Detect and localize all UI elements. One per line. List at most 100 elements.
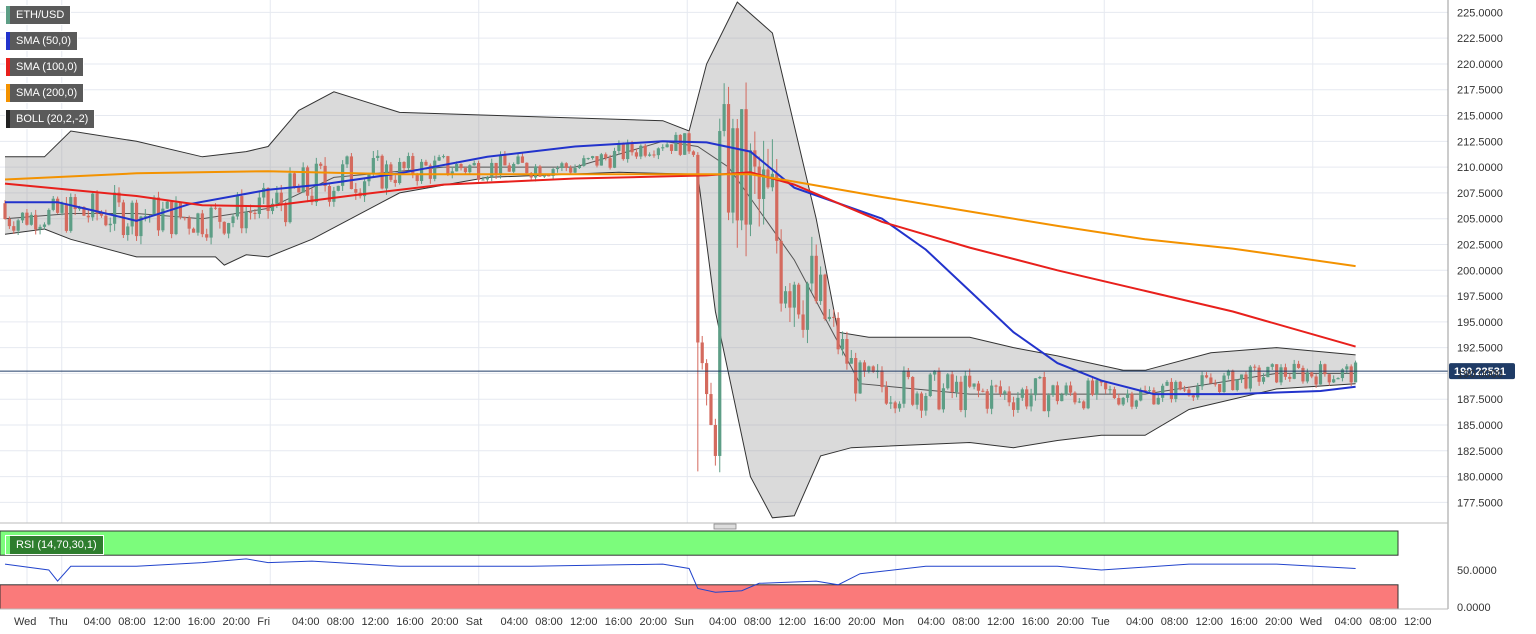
candle-body [468, 165, 472, 173]
candle-body [827, 316, 831, 320]
x-tick-label: 12:00 [987, 616, 1015, 628]
candle-body [884, 387, 888, 404]
candle-body [709, 394, 713, 426]
candle-body [1200, 375, 1204, 387]
candle-body [218, 207, 222, 222]
candle-body [490, 162, 494, 178]
x-tick-label: 20:00 [223, 616, 251, 628]
candle-body [1345, 366, 1349, 370]
candle-body [1182, 389, 1187, 391]
candle-body [389, 164, 393, 180]
y-tick-label: 205.0000 [1457, 214, 1503, 226]
candle-body [1134, 400, 1138, 407]
x-tick-label: 12:00 [1404, 616, 1432, 628]
candle-body [187, 217, 191, 229]
candle-body [740, 109, 744, 221]
candle-body [1340, 369, 1345, 379]
sma-line-100 [4, 171, 1356, 348]
candle-body [1174, 381, 1178, 399]
candle-body [1239, 374, 1244, 380]
y-tick-label: 177.5000 [1457, 497, 1503, 509]
candle-body [538, 166, 542, 177]
candle-body [1077, 401, 1081, 403]
candle-body [871, 366, 875, 372]
candle-body [393, 179, 397, 184]
last-price-line: 190.22531 [0, 363, 1515, 380]
x-tick-label: 04:00 [292, 616, 320, 628]
candle-body [766, 169, 770, 188]
legend-rsi[interactable]: RSI (14,70,30,1) [5, 535, 104, 555]
axes: 225.0000 222.5000 220.0000 217.5000 215.0000… [0, 0, 1503, 609]
x-tick-label: 20:00 [431, 616, 459, 628]
candle-body [1033, 378, 1038, 396]
candle-body [314, 163, 318, 203]
x-tick-label: 16:00 [396, 616, 424, 628]
candle-body [1047, 395, 1051, 412]
candle-body [564, 163, 568, 168]
y-tick-label: 197.5000 [1457, 291, 1503, 303]
candle-body [362, 181, 367, 197]
candle-body [279, 192, 283, 205]
y-tick-label: 192.5000 [1457, 343, 1503, 355]
y-tick-label: 182.5000 [1457, 446, 1503, 458]
x-tick-label: 04:00 [501, 616, 529, 628]
candle-body [341, 164, 345, 186]
candle-body [862, 362, 867, 372]
candle-body [902, 370, 906, 404]
rsi-y-tick-label: 0.0000 [1457, 602, 1491, 614]
candle-body [463, 168, 468, 173]
candle-body [213, 207, 218, 209]
candle-body [209, 207, 213, 238]
candle-body [25, 212, 29, 225]
candle-body [726, 104, 731, 213]
resize-grip [713, 523, 737, 530]
candle-body [406, 156, 411, 169]
candle-body [20, 212, 25, 221]
candle-body [1020, 389, 1024, 398]
candle-body [985, 391, 989, 409]
y-tick-label: 220.0000 [1457, 59, 1503, 71]
candle-body [371, 157, 375, 175]
x-tick-label: 16:00 [1022, 616, 1050, 628]
candle-body [1231, 370, 1235, 391]
legend-sma50-label: SMA (50,0) [16, 35, 72, 47]
candle-body [402, 161, 406, 169]
candle-body [485, 177, 489, 180]
y-tick-label: 200.0000 [1457, 265, 1503, 277]
candle-body [1095, 380, 1099, 395]
candle-body [1152, 390, 1156, 405]
candle-body [305, 167, 310, 196]
candle-body [481, 179, 485, 181]
candle-body [1169, 381, 1174, 399]
x-tick-label: 16:00 [605, 616, 633, 628]
panel-resize-handle[interactable] [713, 523, 737, 530]
candle-body [1266, 366, 1270, 378]
candle-body [227, 223, 231, 234]
candle-body [731, 128, 735, 213]
x-tick-label: 12:00 [1196, 616, 1224, 628]
candle-body [722, 104, 726, 132]
candle-body [1213, 383, 1217, 385]
candle-body [547, 175, 551, 177]
legend-sma200-label: SMA (200,0) [16, 87, 78, 99]
x-tick-label: 04:00 [1126, 616, 1154, 628]
candle-body [231, 216, 235, 224]
legend-boll[interactable]: BOLL (20,2,-2) [5, 109, 96, 129]
candle-body [1261, 377, 1266, 382]
legend-sma100[interactable]: SMA (100,0) [5, 57, 85, 77]
legend-sma50[interactable]: SMA (50,0) [5, 31, 79, 51]
legend-sma200[interactable]: SMA (200,0) [5, 83, 85, 103]
candle-body [1038, 376, 1042, 379]
legend-symbol[interactable]: ETH/USD [5, 5, 72, 25]
candle-body [108, 223, 112, 226]
candle-body [713, 425, 717, 456]
candle-body [336, 185, 340, 191]
candle-body [569, 167, 573, 173]
candle-body [1253, 366, 1257, 368]
candle-body [783, 291, 788, 304]
candle-body [968, 375, 972, 387]
x-tick-label: Wed [1300, 616, 1322, 628]
x-tick-label: 08:00 [1369, 616, 1397, 628]
candle-body [836, 317, 840, 350]
